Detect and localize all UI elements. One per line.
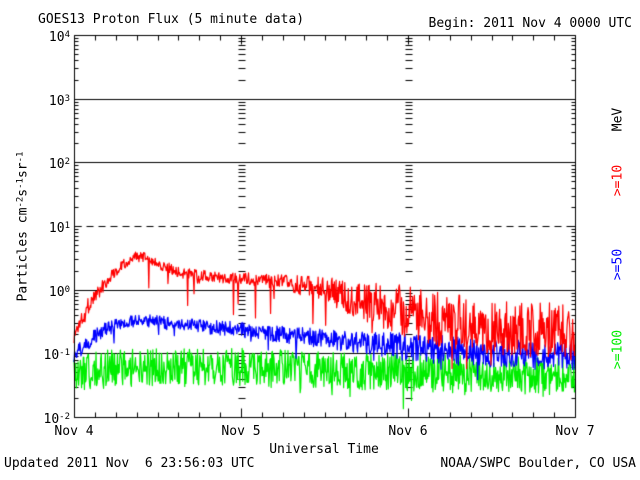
x-tick-label: Nov 4 xyxy=(54,424,94,439)
x-tick-label: Nov 7 xyxy=(555,424,595,439)
y-tick-label: 102 xyxy=(48,157,70,173)
updated-timestamp: Updated 2011 Nov 6 23:56:03 UTC xyxy=(4,456,255,471)
y-tick-label: 103 xyxy=(48,93,70,109)
y-tick-label: 10-2 xyxy=(43,412,71,427)
x-axis-title: Universal Time xyxy=(269,442,379,457)
chart-title: GOES13 Proton Flux (5 minute data) xyxy=(38,12,305,27)
y-tick-label: 101 xyxy=(48,221,70,236)
x-tick-label: Nov 6 xyxy=(388,424,428,439)
data-source-label: NOAA/SWPC Boulder, CO USA xyxy=(440,456,636,471)
y-tick-label: 10-1 xyxy=(43,348,71,364)
x-tick-label: Nov 5 xyxy=(221,424,261,439)
y-tick-label: 100 xyxy=(48,284,70,300)
begin-timestamp: Begin: 2011 Nov 4 0000 UTC xyxy=(428,16,633,31)
y-tick-label: 104 xyxy=(48,30,70,45)
series-label-2: >=100 xyxy=(610,329,626,370)
